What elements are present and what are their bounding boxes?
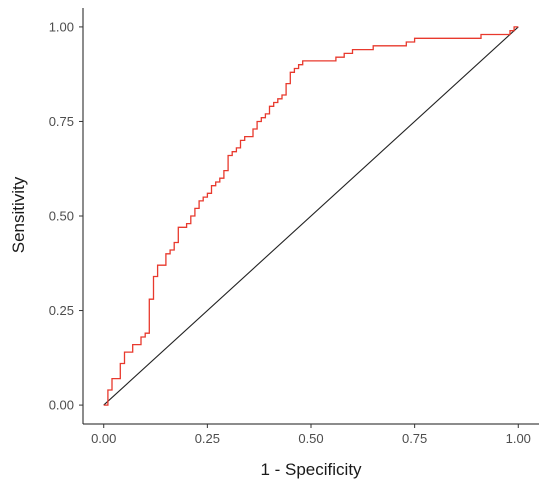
y-tick-label: 0.75 (49, 114, 74, 129)
x-tick-label: 0.75 (402, 431, 427, 446)
series-layer (103, 26, 519, 406)
x-tick-label: 0.00 (91, 431, 116, 446)
y-tick-label: 1.00 (49, 19, 74, 34)
ticks-layer: 0.00 0.25 0.50 0.75 1.00 0.00 0.25 0.50 0.75 1.00 (49, 19, 531, 446)
reference-diagonal-line (103, 26, 519, 406)
roc-curve-line (103, 26, 519, 406)
y-tick-label: 0.50 (49, 209, 74, 224)
y-tick-label: 0.25 (49, 303, 74, 318)
x-tick-label: 1.00 (506, 431, 531, 446)
reference-layer (103, 26, 519, 406)
y-tick-label: 0.00 (49, 398, 74, 413)
x-tick-label: 0.25 (195, 431, 220, 446)
y-axis-title: Sensitivity (9, 176, 28, 253)
x-tick-label: 0.50 (298, 431, 323, 446)
x-axis-title: 1 - Specificity (260, 460, 362, 479)
